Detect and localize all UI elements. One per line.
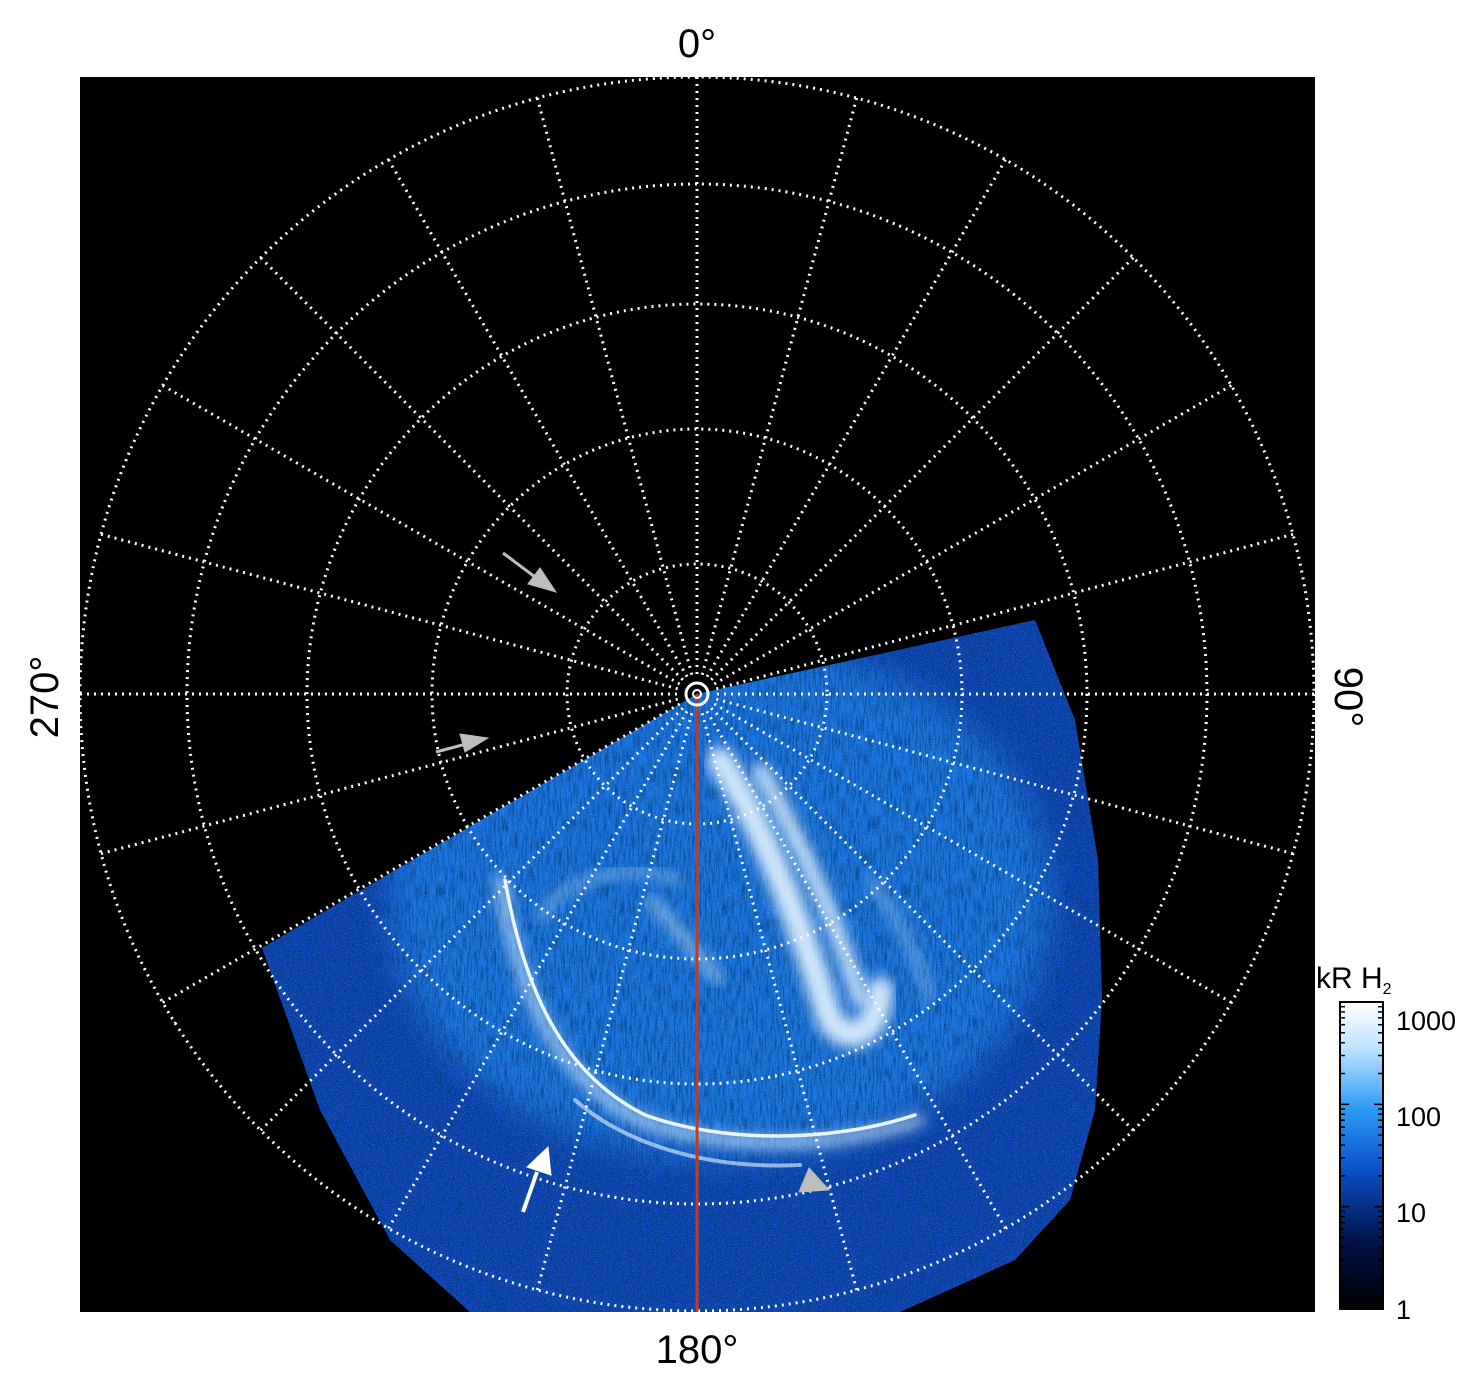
grid-meridian-15 (700, 94, 859, 676)
arrow-gray-upper (502, 551, 558, 593)
grid-meridian-285 (97, 532, 679, 691)
colorbar-ticks (1340, 1005, 1383, 1310)
label-90-deg: 90° (1326, 667, 1370, 728)
arrow-white-lower (521, 1145, 552, 1213)
grid-meridian-60 (713, 382, 1235, 686)
polar-grid (80, 77, 1315, 1312)
arrow-gray-left (435, 733, 490, 754)
auroral-oval (495, 747, 933, 1168)
grid-meridian-105 (715, 697, 1297, 856)
colorbar-gradient (1339, 1001, 1384, 1310)
colorbar-tick-label-1000: 1000 (1396, 1006, 1456, 1036)
label-0-deg: 0° (678, 22, 716, 66)
grid-meridian-210 (385, 710, 689, 1232)
grid-meridian-75 (715, 532, 1297, 691)
grid-meridian-165 (700, 712, 859, 1294)
grid-meridian-315 (257, 254, 684, 681)
grid-meridian-225 (257, 707, 684, 1134)
colorbar-tick-label-1: 1 (1396, 1295, 1411, 1325)
grid-meridian-120 (713, 702, 1235, 1006)
grid-circle-3 (305, 302, 1089, 1086)
grid-meridian-30 (705, 156, 1009, 678)
colorbar-tick-label-10: 10 (1396, 1198, 1426, 1228)
arrow-gray-lower (798, 1167, 831, 1193)
grid-meridian-150 (705, 710, 1009, 1232)
grid-meridian-240 (159, 702, 681, 1006)
pole-marker (684, 681, 710, 707)
grid-meridian-345 (535, 94, 694, 676)
grid-meridian-135 (710, 707, 1137, 1134)
label-180-deg: 180° (656, 1328, 739, 1372)
label-270-deg: 270° (23, 656, 67, 739)
colorbar: kR H2 1000 100 10 1 (1316, 962, 1456, 1325)
grid-meridian-45 (710, 254, 1137, 681)
colorbar-tick-label-100: 100 (1396, 1102, 1441, 1132)
grid-meridian-300 (159, 382, 681, 686)
grid-meridian-195 (535, 712, 694, 1294)
grid-meridian-255 (97, 697, 679, 856)
grid-meridian-330 (385, 156, 689, 678)
aurora-image (262, 620, 1102, 1312)
colorbar-unit-label: kR H2 (1316, 962, 1392, 998)
